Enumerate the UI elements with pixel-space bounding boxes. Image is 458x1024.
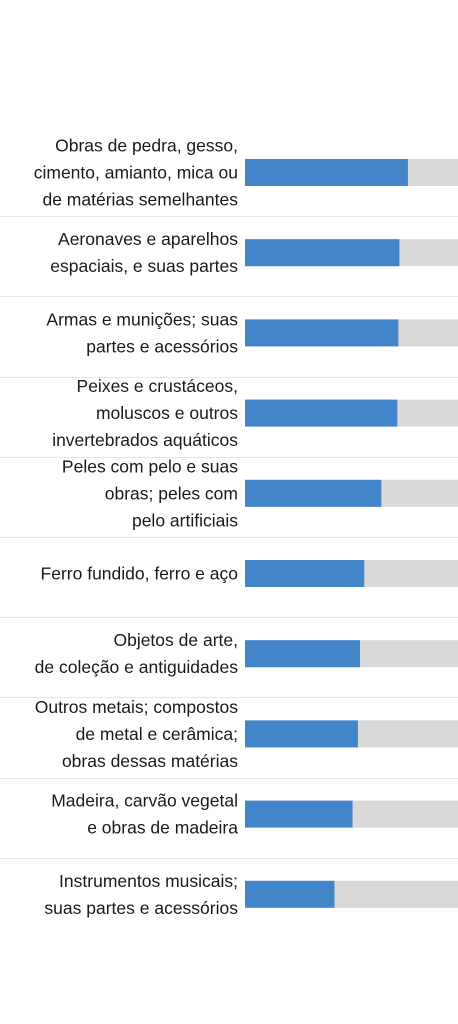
category-label: Aeronaves e aparelhos [58,229,238,249]
category-label: Instrumentos musicais; [59,871,238,891]
bar [245,319,399,347]
category-label: moluscos e outros [96,403,238,423]
category-label: cimento, amianto, mica ou [34,163,238,183]
category-label: invertebrados aquáticos [52,430,238,450]
category-label: partes e acessórios [86,336,238,356]
category-label: de coleção e antiguidades [35,657,239,677]
category-label: pelo artificiais [132,510,238,530]
category-label: Obras de pedra, gesso, [55,136,238,156]
category-label: obras dessas matérias [62,751,238,771]
category-label: Outros metais; compostos [35,697,239,717]
bar [245,479,382,507]
bar [245,560,365,587]
bar [245,239,400,267]
category-label: obras; peles com [105,483,238,503]
category-label: de metal e cerâmica; [76,724,238,744]
bar [245,720,358,748]
category-label: Objetos de arte, [113,630,238,650]
bar [245,159,408,186]
category-label: de matérias semelhantes [42,190,238,210]
category-label: Madeira, carvão vegetal [51,791,238,811]
category-label: Peles com pelo e suas [62,456,238,476]
bar [245,800,353,828]
bar [245,880,335,908]
category-label: Armas e munições; suas [46,309,238,329]
category-label: Ferro fundido, ferro e aço [41,564,238,584]
category-label: espaciais, e suas partes [50,256,238,276]
bar [245,640,361,668]
category-label: Peixes e crustáceos, [77,376,238,396]
category-label: e obras de madeira [87,818,238,838]
bar [245,399,398,427]
category-label: suas partes e acessórios [44,898,238,918]
